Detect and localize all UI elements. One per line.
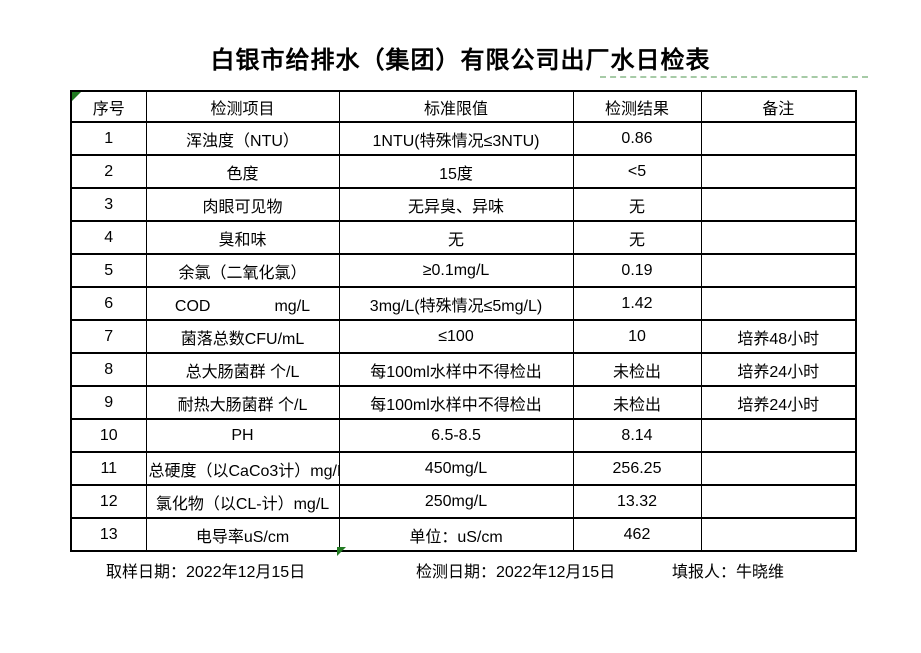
cell-index: 1 — [70, 121, 147, 156]
cell-standard-limit: 1NTU(特殊情况≤3NTU) — [338, 121, 574, 156]
cell-remark — [700, 154, 857, 189]
excel-corner-triangle-icon — [72, 92, 81, 101]
cell-remark — [700, 418, 857, 453]
column-header-standard: 标准限值 — [338, 90, 574, 123]
sampling-date-label: 取样日期：2022年12月15日 — [106, 564, 306, 581]
cell-item-name: 氯化物（以CL-计）mg/L — [145, 484, 340, 519]
excel-cell-triangle-icon — [337, 547, 346, 556]
cell-standard-limit: 每100ml水样中不得检出 — [338, 352, 574, 387]
cell-standard-limit: 无 — [338, 220, 574, 255]
table-row: 11 总硬度（以CaCo3计）mg/L 450mg/L 256.25 — [70, 451, 857, 486]
table-row: 6 COD mg/L 3mg/L(特殊情况≤5mg/L) 1.42 — [70, 286, 857, 321]
cell-standard-limit: ≤100 — [338, 319, 574, 354]
table-row: 2 色度 15度 <5 — [70, 154, 857, 189]
cell-index: 10 — [70, 418, 147, 453]
cell-index: 8 — [70, 352, 147, 387]
cell-test-result: 8.14 — [572, 418, 702, 453]
cell-test-result: 13.32 — [572, 484, 702, 519]
cell-remark — [700, 517, 857, 552]
footer: 取样日期：2022年12月15日 检测日期：2022年12月15日 填报人：牛晓… — [0, 558, 921, 581]
inspection-table-grid: 序号 检测项目 标准限值 检测结果 备注 1 浑浊度（NTU） 1NTU(特殊情况≤… — [70, 90, 857, 552]
cell-standard-limit: 6.5-8.5 — [338, 418, 574, 453]
cell-standard-limit: 无异臭、异味 — [338, 187, 574, 222]
cell-standard-limit: 单位：uS/cm — [338, 517, 574, 552]
cell-remark — [700, 451, 857, 486]
cell-remark — [700, 121, 857, 156]
header-row: 序号 检测项目 标准限值 检测结果 备注 — [70, 90, 857, 123]
cell-test-result: 462 — [572, 517, 702, 552]
column-header-remark: 备注 — [700, 90, 857, 123]
table-row: 9 耐热大肠菌群 个/L 每100ml水样中不得检出 未检出 培养24小时 — [70, 385, 857, 420]
cell-standard-limit: 每100ml水样中不得检出 — [338, 385, 574, 420]
inspection-table: 序号 检测项目 标准限值 检测结果 备注 1 浑浊度（NTU） 1NTU(特殊情况≤… — [70, 90, 857, 556]
cell-remark — [700, 253, 857, 288]
table-row: 8 总大肠菌群 个/L 每100ml水样中不得检出 未检出 培养24小时 — [70, 352, 857, 387]
cell-item-name: 电导率uS/cm — [145, 517, 340, 552]
reporter-label: 填报人：牛晓维 — [672, 564, 785, 581]
cell-item-name: 色度 — [145, 154, 340, 189]
cell-item-name: 肉眼可见物 — [145, 187, 340, 222]
cell-item-name: 耐热大肠菌群 个/L — [145, 385, 340, 420]
cell-index: 7 — [70, 319, 147, 354]
cell-standard-limit: 15度 — [338, 154, 574, 189]
cell-standard-limit: 3mg/L(特殊情况≤5mg/L) — [338, 286, 574, 321]
cell-index: 2 — [70, 154, 147, 189]
cell-standard-limit: ≥0.1mg/L — [338, 253, 574, 288]
cell-test-result: 1.42 — [572, 286, 702, 321]
cell-item-name: 余氯（二氧化氯） — [145, 253, 340, 288]
table-row: 1 浑浊度（NTU） 1NTU(特殊情况≤3NTU) 0.86 — [70, 121, 857, 156]
column-header-result: 检测结果 — [572, 90, 702, 123]
cell-item-name: 臭和味 — [145, 220, 340, 255]
cell-test-result: 0.19 — [572, 253, 702, 288]
page-title: 白银市给排水（集团）有限公司出厂水日检表 — [210, 47, 711, 74]
cell-index: 3 — [70, 187, 147, 222]
cell-index: 13 — [70, 517, 147, 552]
page-break-line — [600, 76, 868, 78]
table-row: 10 PH 6.5-8.5 8.14 — [70, 418, 857, 453]
table-row: 4 臭和味无无 — [70, 220, 857, 255]
cell-test-result: 未检出 — [572, 385, 702, 420]
cell-index: 12 — [70, 484, 147, 519]
test-date-label: 检测日期：2022年12月15日 — [416, 564, 616, 581]
cell-remark: 培养48小时 — [700, 319, 857, 354]
cell-item-name: COD mg/L — [145, 286, 340, 321]
cell-index: 4 — [70, 220, 147, 255]
column-header-item: 检测项目 — [145, 90, 340, 123]
column-header-index: 序号 — [70, 90, 147, 123]
cell-test-result: 未检出 — [572, 352, 702, 387]
table-row: 12 氯化物（以CL-计）mg/L 250mg/L 13.32 — [70, 484, 857, 519]
cell-test-result: <5 — [572, 154, 702, 189]
cell-remark — [700, 286, 857, 321]
cell-test-result: 0.86 — [572, 121, 702, 156]
table-body: 1 浑浊度（NTU） 1NTU(特殊情况≤3NTU) 0.86 2 色度 15度 <5 3 肉眼可… — [70, 121, 857, 552]
table-row: 3 肉眼可见物 无异臭、异味无 — [70, 187, 857, 222]
cell-test-result: 无 — [572, 187, 702, 222]
cell-item-name: 总硬度（以CaCo3计）mg/L — [145, 451, 340, 486]
table-row: 5 余氯（二氧化氯） ≥0.1mg/L 0.19 — [70, 253, 857, 288]
cell-test-result: 10 — [572, 319, 702, 354]
cell-remark — [700, 484, 857, 519]
table-row: 13 电导率uS/cm 单位：uS/cm 462 — [70, 517, 857, 552]
cell-standard-limit: 450mg/L — [338, 451, 574, 486]
cell-index: 9 — [70, 385, 147, 420]
cell-remark: 培养24小时 — [700, 385, 857, 420]
cell-index: 11 — [70, 451, 147, 486]
cell-index: 5 — [70, 253, 147, 288]
cell-test-result: 256.25 — [572, 451, 702, 486]
cell-remark: 培养24小时 — [700, 352, 857, 387]
cell-remark — [700, 187, 857, 222]
cell-remark — [700, 220, 857, 255]
table-row: 7 菌落总数CFU/mL ≤100 10 培养48小时 — [70, 319, 857, 354]
cell-index: 6 — [70, 286, 147, 321]
cell-test-result: 无 — [572, 220, 702, 255]
cell-item-name: 总大肠菌群 个/L — [145, 352, 340, 387]
cell-standard-limit: 250mg/L — [338, 484, 574, 519]
cell-item-name: PH — [145, 418, 340, 453]
cell-item-name: 菌落总数CFU/mL — [145, 319, 340, 354]
cell-item-name: 浑浊度（NTU） — [145, 121, 340, 156]
